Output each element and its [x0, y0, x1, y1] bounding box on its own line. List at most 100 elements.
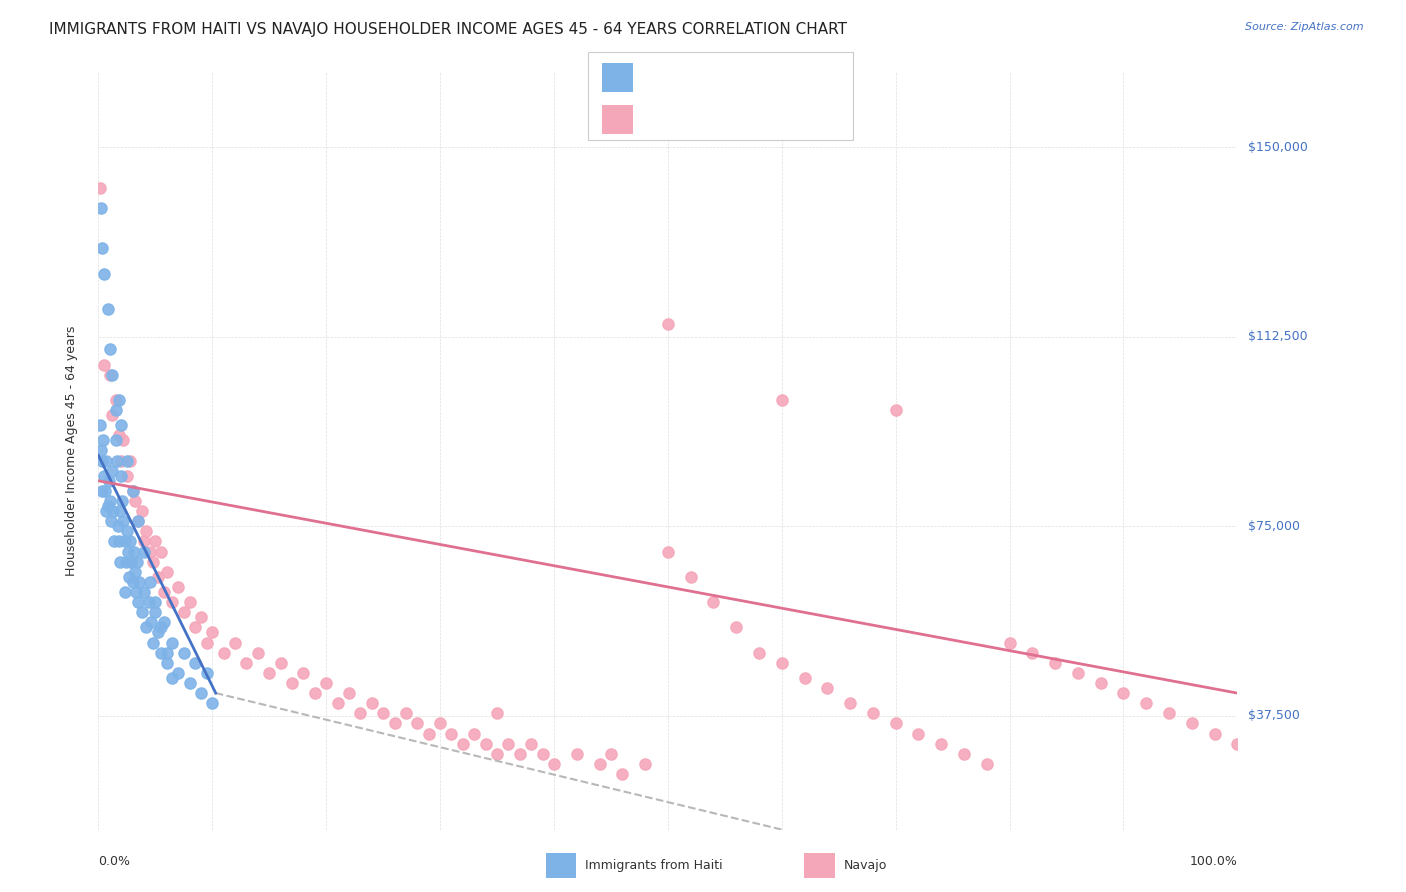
Point — [145, 595, 167, 609]
Point — [131, 605, 153, 619]
Point — [93, 358, 115, 372]
Point — [96, 453, 118, 467]
Text: 0.0%: 0.0% — [98, 855, 131, 868]
Point — [110, 468, 132, 483]
Point — [1043, 656, 1066, 670]
Point — [657, 317, 679, 331]
Point — [634, 756, 657, 771]
Point — [486, 706, 509, 721]
Point — [612, 767, 634, 781]
Point — [384, 716, 406, 731]
Point — [337, 686, 360, 700]
Point — [135, 524, 157, 539]
Point — [520, 737, 543, 751]
Point — [114, 555, 136, 569]
Point — [118, 570, 141, 584]
Point — [326, 696, 349, 710]
Point — [679, 570, 702, 584]
Point — [103, 504, 125, 518]
Point — [138, 574, 160, 589]
Text: $112,500: $112,500 — [1249, 330, 1308, 343]
Point — [110, 418, 132, 433]
Point — [111, 494, 134, 508]
Point — [292, 665, 315, 680]
Point — [190, 610, 212, 624]
Text: -0.536: -0.536 — [681, 70, 725, 84]
Point — [862, 706, 884, 721]
Text: R =: R = — [644, 112, 673, 127]
Point — [224, 635, 246, 649]
Point — [600, 747, 623, 761]
Point — [884, 716, 907, 731]
Point — [142, 555, 165, 569]
Text: $75,000: $75,000 — [1249, 520, 1301, 533]
Point — [112, 434, 135, 448]
Point — [103, 534, 125, 549]
Point — [371, 706, 394, 721]
Point — [100, 514, 122, 528]
Point — [97, 474, 120, 488]
Point — [120, 555, 142, 569]
Point — [104, 403, 127, 417]
Point — [406, 716, 429, 731]
Point — [108, 428, 131, 442]
Point — [145, 605, 167, 619]
Point — [929, 737, 952, 751]
Point — [90, 443, 112, 458]
Point — [1181, 716, 1204, 731]
Text: IMMIGRANTS FROM HAITI VS NAVAJO HOUSEHOLDER INCOME AGES 45 - 64 YEARS CORRELATIO: IMMIGRANTS FROM HAITI VS NAVAJO HOUSEHOL… — [49, 22, 848, 37]
Point — [150, 620, 173, 634]
Point — [108, 392, 131, 407]
Point — [120, 453, 142, 467]
Point — [281, 676, 304, 690]
Point — [96, 504, 118, 518]
Point — [201, 625, 224, 640]
Point — [270, 656, 292, 670]
Point — [125, 585, 148, 599]
Point — [486, 747, 509, 761]
Point — [474, 737, 496, 751]
Point — [108, 504, 131, 518]
Point — [725, 620, 748, 634]
Point — [122, 544, 145, 558]
Point — [167, 665, 190, 680]
Point — [235, 656, 257, 670]
Point — [98, 494, 121, 508]
Point — [132, 534, 155, 549]
Point — [108, 534, 131, 549]
Point — [153, 585, 176, 599]
Point — [121, 483, 143, 498]
Point — [93, 468, 115, 483]
Point — [117, 544, 139, 558]
Point — [509, 747, 531, 761]
Point — [156, 565, 179, 579]
Point — [1204, 726, 1226, 740]
Point — [98, 343, 121, 357]
Point — [104, 392, 127, 407]
Text: 96: 96 — [785, 112, 803, 127]
Point — [114, 585, 136, 599]
Text: -0.544: -0.544 — [681, 112, 724, 127]
Text: R =: R = — [644, 70, 673, 84]
Point — [101, 464, 124, 478]
Point — [132, 585, 155, 599]
Point — [91, 434, 114, 448]
Point — [173, 605, 195, 619]
Point — [96, 301, 118, 316]
Text: $150,000: $150,000 — [1249, 141, 1308, 153]
Point — [246, 646, 269, 660]
Point — [259, 665, 281, 680]
Point — [702, 595, 724, 609]
Point — [304, 686, 326, 700]
Point — [167, 580, 190, 594]
Point — [138, 595, 160, 609]
Point — [657, 544, 679, 558]
Point — [531, 747, 554, 761]
Point — [120, 534, 142, 549]
Point — [98, 368, 121, 382]
Point — [195, 665, 218, 680]
Text: Source: ZipAtlas.com: Source: ZipAtlas.com — [1246, 22, 1364, 32]
Point — [907, 726, 929, 740]
Point — [150, 544, 173, 558]
Point — [146, 625, 169, 640]
